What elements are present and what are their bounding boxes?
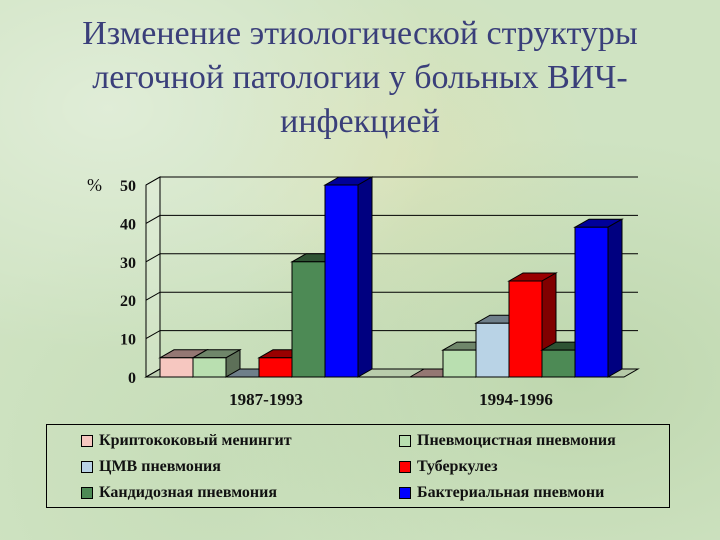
y-tick-label: 20 <box>120 293 136 310</box>
x-tick-label: 1994-1996 <box>479 390 553 409</box>
y-tick-label: 40 <box>120 216 136 233</box>
legend-swatch <box>81 487 93 499</box>
y-tick-label: 10 <box>120 332 136 349</box>
y-axis-label: % <box>87 175 102 195</box>
gridline <box>146 331 638 339</box>
legend-item: Пневмоцистная пневмония <box>399 431 616 451</box>
legend-label: Пневмоцистная пневмония <box>417 432 616 450</box>
legend-item: Бактериальная пневмони <box>399 483 604 503</box>
bar <box>575 219 622 377</box>
y-tick-label: 50 <box>120 178 136 195</box>
gridline <box>146 215 638 223</box>
bar <box>325 177 372 377</box>
chart-side-wall <box>146 177 160 377</box>
y-tick-label: 0 <box>128 370 136 387</box>
legend-item: Туберкулез <box>399 457 498 477</box>
legend-item: ЦМВ пневмония <box>81 457 221 477</box>
y-tick-label: 30 <box>120 255 136 272</box>
legend-label: Криптококовый менингит <box>99 432 292 450</box>
legend-swatch <box>399 461 411 473</box>
chart-legend: Криптококовый менингит Пневмоцистная пне… <box>46 424 670 508</box>
legend-swatch <box>81 435 93 447</box>
legend-label: Бактериальная пневмони <box>417 484 604 502</box>
chart-back-wall <box>160 177 638 369</box>
legend-item: Кандидозная пневмония <box>81 483 277 503</box>
gridline <box>146 254 638 262</box>
bar-chart: 0 10 20 30 40 50% 1987-1993 1994-1996 <box>0 0 720 420</box>
legend-swatch <box>399 487 411 499</box>
legend-item: Криптококовый менингит <box>81 431 292 451</box>
legend-swatch <box>81 461 93 473</box>
x-tick-label: 1987-1993 <box>229 390 303 409</box>
gridline <box>146 177 638 185</box>
legend-label: ЦМВ пневмония <box>99 458 221 476</box>
legend-label: Кандидозная пневмония <box>99 484 277 502</box>
legend-swatch <box>399 435 411 447</box>
legend-label: Туберкулез <box>417 458 498 476</box>
gridline <box>146 292 638 300</box>
